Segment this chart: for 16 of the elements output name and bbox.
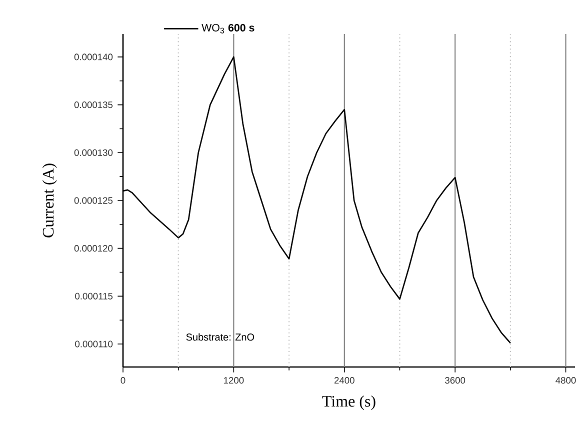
y-tick-label: 0.000120 [74,245,113,252]
y-tick-label: 0.000125 [74,197,113,204]
annotation: Substrate: ZnO [186,333,254,341]
x-tick-label: 1200 [224,377,244,384]
x-axis-title: Time (s) [322,395,376,410]
y-tick-label: 0.000110 [75,340,113,348]
y-tick-label: 0.000130 [74,149,113,156]
y-axis-title: Current (A) [42,164,57,238]
y-tick-label: 0.000115 [75,292,113,300]
y-tick-label: 0.000140 [74,54,113,60]
x-tick-label: 0 [120,377,126,384]
y-tick-label: 0.000135 [74,102,113,108]
legend-label: WO$_{3}$ 600 s [202,24,254,34]
x-tick-label: 4800 [556,377,576,384]
x-tick-label: 3600 [445,377,466,384]
x-tick-label: 2400 [334,377,354,384]
